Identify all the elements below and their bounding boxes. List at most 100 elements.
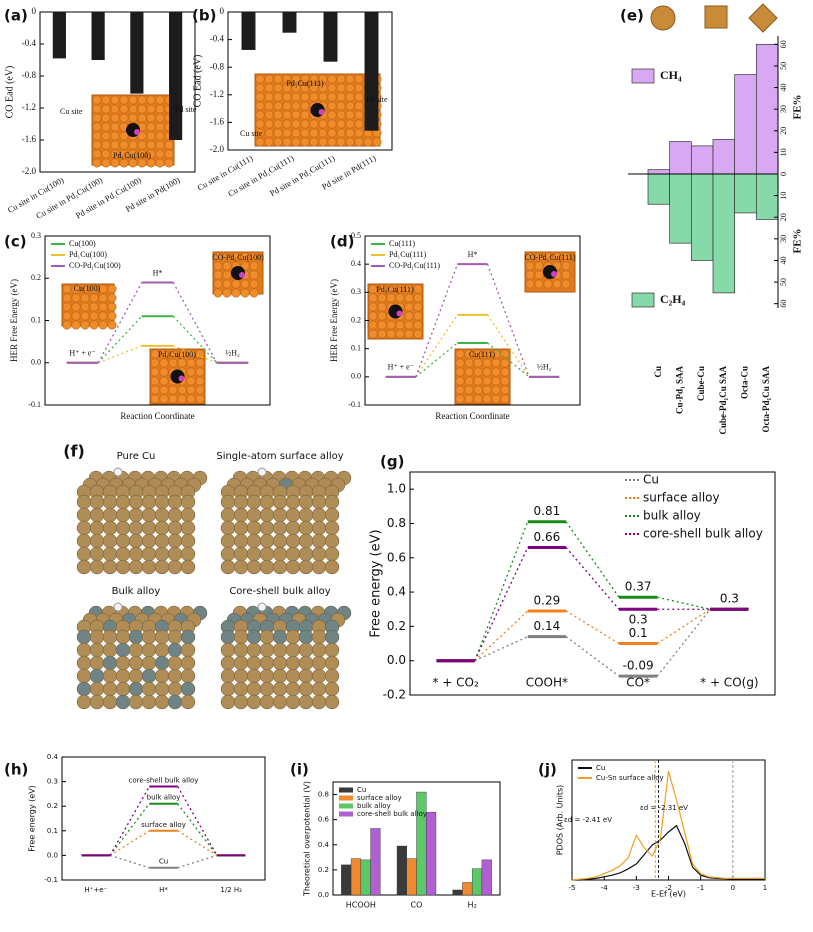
atom [71,284,81,294]
atom [167,642,183,658]
atom [107,284,117,294]
atom [155,104,165,114]
atom [101,149,111,159]
connector [177,786,218,856]
atom [552,279,562,289]
x-tick-label: 1 [763,884,767,892]
atom [327,101,337,111]
connector [657,596,711,610]
atom [491,367,501,377]
atom [154,507,170,523]
atom [249,270,259,280]
category-label: CO* [626,676,650,690]
plot-frame [409,471,776,696]
atom [164,149,174,159]
connector [415,342,458,378]
atom [101,95,111,105]
y-tick-label: 10 [779,148,788,156]
x-tick-label: Cu-Pd₁ SAA [675,366,685,414]
atom [110,95,120,105]
bar [452,889,463,896]
atom [272,668,288,684]
atom [482,367,492,377]
atom [89,507,105,523]
category-label: ½H₂ [225,349,240,358]
atom [107,311,117,321]
atom [464,349,474,359]
x-tick-label: -2 [665,884,672,892]
atom [177,349,187,359]
atom [101,104,111,114]
atom [119,95,129,105]
atom [89,694,105,710]
atom [115,629,131,645]
atom [473,349,483,359]
atom [264,74,274,84]
x-tick-label: -1 [697,884,704,892]
atom [285,494,301,510]
image-label: Core-shell bulk alloy [229,586,330,597]
atom [167,494,183,510]
value-label: 0.66 [534,530,561,544]
value-label: 0.29 [534,593,561,607]
connector [474,610,529,662]
atom [327,110,337,120]
category-label: * + CO(g) [700,676,759,690]
atom [298,559,314,575]
y-tick-label: 0.4 [318,841,330,849]
bar [734,74,757,175]
atom [213,279,223,289]
atom [62,302,72,312]
y-tick-label: 50 [779,62,788,70]
atom [89,546,105,562]
x-tick-label: Cu [653,366,663,378]
annotation: εd = -2.31 eV [640,804,688,812]
atom [150,385,160,395]
atom [282,119,292,129]
atom [115,546,131,562]
atom [164,158,174,168]
atom [336,137,346,147]
panel-letter: (a) [4,7,28,25]
atom [324,694,340,710]
atom [336,110,346,120]
atom [255,74,265,84]
atom [80,284,90,294]
y-tick-label: 0.2 [387,619,406,633]
atom [146,131,156,141]
value-label: 0.3 [629,613,648,627]
atom [233,494,249,510]
atom [150,376,160,386]
atom [354,110,364,120]
legend-label: surface alloy [643,491,720,505]
c-atom [396,310,403,317]
atom [300,110,310,120]
annotation: Pd site [175,105,197,114]
atom [345,83,355,93]
atom [259,533,275,549]
atom [345,128,355,138]
atom [298,507,314,523]
atom [324,559,340,575]
annotation: Cu(111) [469,350,495,359]
atom [311,655,327,671]
y-tick-label: 30 [779,105,788,113]
atom [377,320,387,330]
atom [195,367,205,377]
atom [180,494,196,510]
atom [110,131,120,141]
atom [119,149,129,159]
y-tick-label: 1.0 [387,482,406,496]
atom [80,311,90,321]
atom [119,113,129,123]
y-tick-label: 0 [32,6,37,16]
atom [285,655,301,671]
atom [119,140,129,150]
annotation: εd = -2.41 eV [564,816,612,824]
atom [110,122,120,132]
atom [154,559,170,575]
atom [154,629,170,645]
annotation: CO-Pd₁Cu(111) [524,253,575,262]
c-atom [178,375,185,382]
atom [354,137,364,147]
